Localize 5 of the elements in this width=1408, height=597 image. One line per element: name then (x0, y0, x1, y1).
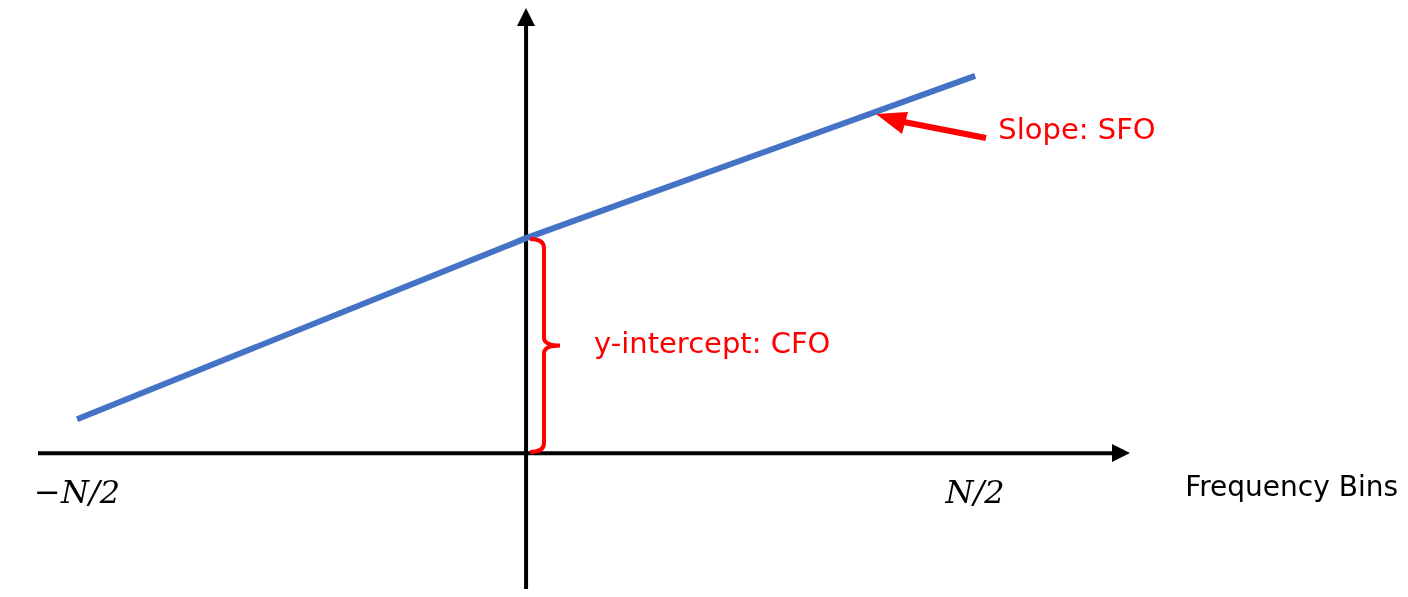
annotation: y-intercept: CFO (594, 326, 831, 361)
x-axis-title: Frequency Bins (1185, 470, 1398, 504)
x-tick-label: N/2 (944, 473, 1005, 512)
annotation: Slope: SFO (998, 112, 1156, 147)
x-tick-label: −N/2 (34, 473, 121, 512)
